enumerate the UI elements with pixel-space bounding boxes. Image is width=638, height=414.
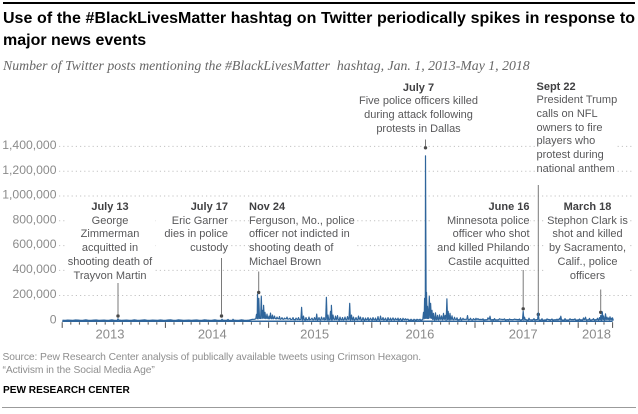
svg-text:200,000: 200,000 — [12, 287, 56, 301]
svg-text:2013: 2013 — [96, 327, 125, 342]
svg-text:2017: 2017 — [509, 327, 538, 342]
svg-text:2016: 2016 — [405, 327, 434, 342]
svg-text:2015: 2015 — [300, 327, 329, 342]
svg-text:400,000: 400,000 — [12, 262, 56, 276]
svg-text:1,400,000: 1,400,000 — [2, 138, 56, 152]
svg-text:800,000: 800,000 — [12, 212, 56, 226]
svg-text:2018: 2018 — [582, 327, 611, 342]
svg-text:600,000: 600,000 — [12, 237, 56, 251]
svg-text:2014: 2014 — [198, 327, 227, 342]
svg-text:0: 0 — [50, 312, 57, 326]
svg-text:1,000,000: 1,000,000 — [2, 188, 56, 202]
svg-text:1,200,000: 1,200,000 — [2, 163, 56, 177]
